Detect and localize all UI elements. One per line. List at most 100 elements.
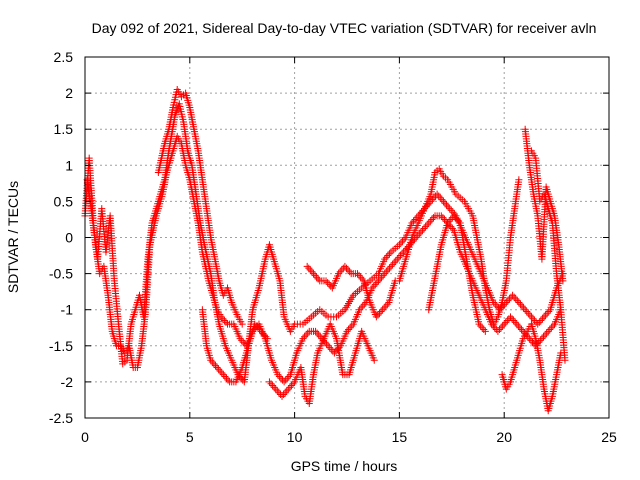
data-point-track-f <box>308 268 316 276</box>
y-tick-label: -0.5 <box>49 266 73 282</box>
data-point-track-b <box>222 318 230 326</box>
data-point-track-h <box>450 212 458 220</box>
data-point-track-b <box>415 230 423 238</box>
data-point-track-e <box>287 382 295 390</box>
data-point-track-b <box>527 336 535 344</box>
data-point-track-f <box>342 264 350 272</box>
data-point-track-b <box>275 372 283 380</box>
data-point-track-a <box>545 308 553 316</box>
data-point-track-b <box>304 329 312 337</box>
data-point-track-b <box>381 270 389 278</box>
data-point-track-f <box>314 275 322 283</box>
data-point-track-f <box>335 270 343 278</box>
data-point-track-h <box>447 215 455 223</box>
axis-ticks <box>84 56 610 419</box>
data-point-track-a <box>509 291 517 299</box>
data-point-track-b <box>396 252 404 260</box>
data-point-track-b <box>440 215 448 223</box>
data-point-track-f <box>344 266 352 274</box>
data-point-track-d <box>251 320 259 328</box>
data-point-track-b <box>385 264 393 272</box>
data-point-track-b <box>280 378 288 386</box>
data-point-track-a <box>537 317 545 325</box>
data-point-track-f <box>324 279 332 287</box>
data-point-track-e <box>286 383 294 391</box>
data-point-track-f <box>305 264 313 272</box>
data-point-track-f <box>336 268 344 276</box>
data-point-track-b <box>494 327 502 335</box>
data-point-track-a <box>436 194 444 202</box>
data-point-track-f <box>303 262 311 270</box>
data-point-track-h <box>477 322 485 330</box>
data-point-track-b <box>387 262 395 270</box>
data-point-track-a <box>399 237 407 245</box>
data-point-track-h <box>455 217 463 225</box>
data-point-track-b <box>393 255 401 263</box>
x-tick-label: 25 <box>601 429 617 445</box>
data-point-track-b <box>429 214 437 222</box>
data-point-track-b <box>543 329 551 337</box>
data-point-track-f <box>355 271 363 279</box>
data-point-track-a <box>439 197 447 205</box>
data-point-track-b <box>346 324 354 332</box>
data-point-track-d <box>257 327 265 335</box>
data-point-track-b <box>239 338 247 346</box>
y-tick-label: 2.5 <box>54 49 74 65</box>
data-point-track-b <box>448 224 456 232</box>
data-point-track-b <box>345 326 353 334</box>
y-tick-label: -2 <box>61 374 74 390</box>
data-point-track-f <box>374 311 382 319</box>
data-point-track-f <box>309 270 317 278</box>
data-point-track-a <box>447 206 455 214</box>
data-point-track-b <box>360 300 368 308</box>
data-point-track-a <box>441 199 449 207</box>
data-point-track-k <box>561 356 569 364</box>
data-point-track-h <box>475 320 483 328</box>
data-point-track-d <box>252 322 260 330</box>
data-point-track-b <box>547 324 555 332</box>
data-point-track-a <box>542 311 550 319</box>
data-point-track-b <box>357 304 365 312</box>
data-point-track-b <box>390 259 398 267</box>
data-point-track-b <box>508 315 516 323</box>
data-point-track-e <box>265 378 273 386</box>
data-point-track-a <box>382 253 390 261</box>
data-point-track-a <box>385 250 393 258</box>
data-point-track-b <box>323 340 331 348</box>
data-point-track-a <box>512 295 520 303</box>
data-point-track-a <box>535 318 543 326</box>
data-points <box>81 85 569 415</box>
data-point-track-b <box>541 331 549 339</box>
data-point-track-a <box>510 293 518 301</box>
data-point-track-b <box>517 326 525 334</box>
chart-title: Day 092 of 2021, Sidereal Day-to-day VTE… <box>92 20 597 36</box>
data-point-track-b <box>219 315 227 323</box>
data-point-track-b <box>348 322 356 330</box>
data-point-track-a <box>491 300 499 308</box>
y-tick-label: 0.5 <box>54 193 74 209</box>
data-point-track-b <box>538 335 546 343</box>
x-tick-label: 20 <box>496 429 512 445</box>
data-point-track-f <box>375 309 383 317</box>
data-point-track-c <box>238 320 246 328</box>
data-point-track-a <box>384 252 392 260</box>
data-point-track-b <box>356 306 364 314</box>
data-point-track-d <box>259 329 267 337</box>
tick-labels: 0 5 10 15 20 25 -2.5 -2 -1.5 -1 -0.5 0 0.5 1 1.5 2 2.5 <box>49 49 617 445</box>
data-point-track-e <box>273 387 281 395</box>
data-point-track-h <box>478 324 486 332</box>
data-point-track-f <box>306 266 314 274</box>
data-point-track-a <box>534 320 542 328</box>
data-point-track-b <box>495 326 503 334</box>
y-tick-label: 1 <box>65 157 73 173</box>
y-tick-label: -1 <box>61 302 74 318</box>
data-point-track-g <box>515 176 523 184</box>
data-point-track-b <box>378 273 386 281</box>
data-point-track-f <box>341 262 349 270</box>
data-point-track-d <box>224 376 232 384</box>
data-point-track-d <box>254 324 262 332</box>
data-point-track-h <box>480 326 488 334</box>
data-point-track-a <box>419 206 427 214</box>
data-point-track-e <box>267 380 275 388</box>
